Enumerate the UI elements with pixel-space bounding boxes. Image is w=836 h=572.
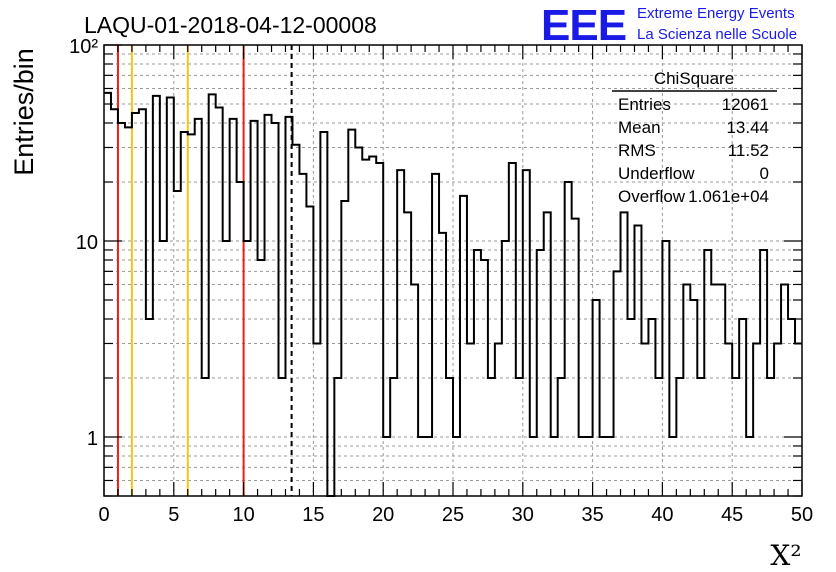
reference-lines	[116, 45, 293, 496]
x-tick-label: 50	[791, 504, 813, 526]
y-axis-label: Entries/bin	[9, 48, 39, 176]
eee-logo: EEE Extreme Energy Events La Scienza nel…	[541, 1, 797, 50]
x-tick-label: 20	[372, 504, 394, 526]
x-tick-label: 45	[721, 504, 743, 526]
stats-label-mean: Mean	[618, 118, 661, 137]
x-tick-label: 30	[512, 504, 534, 526]
stats-box: ChiSquare Entries 12061 Mean 13.44 RMS 1…	[612, 69, 777, 206]
y-tick-label: 1	[87, 428, 98, 450]
eee-logo-mark: EEE	[541, 1, 626, 50]
eee-logo-line2: La Scienza nelle Scuole	[637, 26, 797, 43]
x-tick-label: 15	[302, 504, 324, 526]
stats-label-overflow: Overflow	[618, 187, 686, 206]
x-tick-label: 35	[581, 504, 603, 526]
x-tick-label: 10	[232, 504, 254, 526]
stats-label-underflow: Underflow	[618, 164, 695, 183]
x-tick-label: 40	[651, 504, 673, 526]
x-tick-label: 5	[168, 504, 179, 526]
stats-value-overflow: 1.061e+04	[688, 187, 769, 206]
stats-label-entries: Entries	[618, 95, 671, 114]
stats-value-rms: 11.52	[728, 141, 769, 160]
x-tick-label: 25	[442, 504, 464, 526]
x-tick-labels: 0 5 10 15 20 25 30 35 40 45 50	[98, 504, 813, 526]
chart-title: LAQU-01-2018-04-12-00008	[84, 12, 377, 38]
y-tick-label: 10²	[69, 36, 98, 58]
stats-value-underflow: 0	[760, 164, 769, 183]
grid-lines	[104, 45, 802, 496]
y-tick-label: 10	[76, 232, 98, 254]
y-tick-labels: 1 10 10²	[69, 36, 98, 450]
x-axis-label: X²	[770, 539, 801, 572]
stats-label-rms: RMS	[618, 141, 656, 160]
stats-value-mean: 13.44	[726, 118, 769, 137]
eee-logo-line1: Extreme Energy Events	[637, 5, 795, 22]
stats-name: ChiSquare	[654, 69, 734, 88]
stats-value-entries: 12061	[722, 95, 769, 114]
histogram-series	[104, 91, 802, 497]
x-tick-label: 0	[98, 504, 109, 526]
axis-ticks	[103, 44, 803, 497]
